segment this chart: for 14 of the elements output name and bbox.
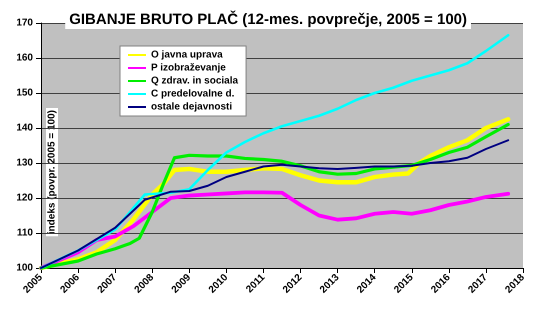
legend-label: C predelovalne d. (151, 88, 235, 100)
y-tick-label: 140 (16, 122, 34, 134)
legend-label: Q zdrav. in sociala (151, 76, 239, 86)
y-tick-label: 170 (16, 18, 34, 28)
legend-label: P izobraževanje (151, 62, 226, 74)
y-tick-label: 110 (16, 228, 34, 238)
y-tick-label: 150 (16, 88, 34, 98)
legend-label: O javna uprava (151, 50, 224, 60)
y-tick-label: 130 (16, 158, 34, 168)
y-tick-label: 160 (16, 52, 34, 64)
y-tick-label: 100 (16, 262, 34, 274)
legend-label: ostale dejavnosti (151, 102, 232, 112)
y-tick-label: 120 (16, 192, 34, 204)
chart-title: GIBANJE BRUTO PLAČ (12-mes. povprečje, 2005 = 100) (69, 10, 468, 28)
